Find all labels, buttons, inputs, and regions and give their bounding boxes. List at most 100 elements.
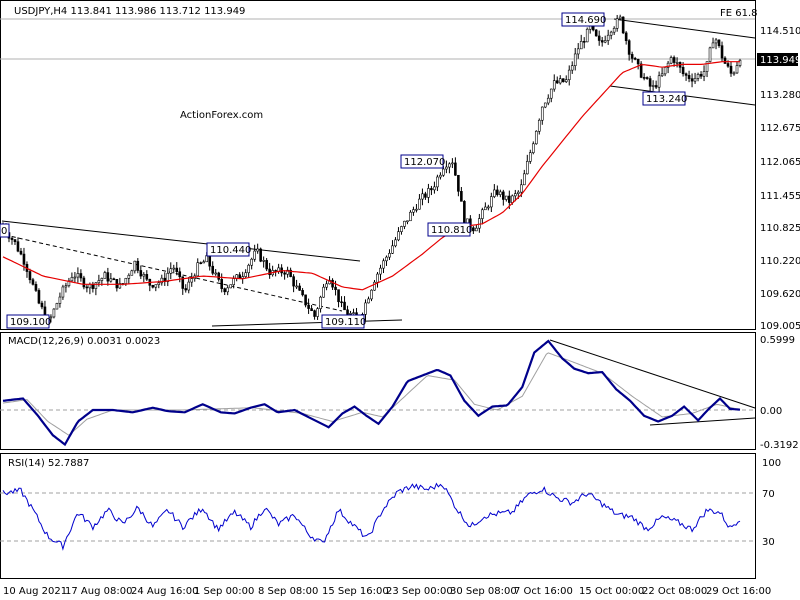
candle-body <box>493 189 496 197</box>
candle-body <box>229 284 232 289</box>
candle-body <box>439 174 442 178</box>
candle-body <box>91 283 95 289</box>
candle-body <box>214 272 218 275</box>
candle-body <box>433 186 436 191</box>
trendline-lower-left <box>211 319 403 327</box>
candle-body <box>636 58 640 65</box>
candle-body <box>687 75 691 79</box>
candle-body <box>427 188 430 198</box>
candle-body <box>451 162 454 165</box>
trendline-dashed-left <box>4 234 343 312</box>
candle-body <box>262 260 265 262</box>
time-tick: 15 Sep 16:00 <box>322 586 389 597</box>
moving-average-line <box>2 61 740 291</box>
price-tick: 109.005 <box>760 321 800 332</box>
trendline-macd-lower <box>649 417 756 426</box>
candle-body <box>172 267 176 270</box>
candle-body <box>514 193 517 197</box>
candle-body <box>130 270 134 276</box>
candle-body <box>669 57 673 64</box>
candle-body <box>373 281 376 291</box>
candle-body <box>732 72 736 75</box>
svg-text:114.690: 114.690 <box>565 15 606 26</box>
candle-body <box>10 237 14 240</box>
watermark: ActionForex.com <box>180 110 263 121</box>
label-109110: 109.110 <box>321 314 366 329</box>
candle-body <box>663 67 667 75</box>
candle-body <box>319 296 322 309</box>
candle-body <box>40 302 44 308</box>
candle-body <box>642 77 646 79</box>
candle-body <box>70 277 74 282</box>
candle-body <box>175 267 179 272</box>
candle-body <box>154 284 158 288</box>
time-tick: 8 Sep 08:00 <box>258 586 318 597</box>
candle-body <box>190 278 194 283</box>
candle-body <box>37 290 41 304</box>
candle-body <box>268 268 271 276</box>
candle-body <box>445 166 448 170</box>
candle-body <box>316 308 319 317</box>
candle-body <box>630 54 634 59</box>
candle-body <box>711 42 715 49</box>
candle-body <box>424 193 427 198</box>
time-tick: 29 Oct 16:00 <box>706 586 771 597</box>
candle-body <box>142 274 146 277</box>
candle-body <box>654 85 658 88</box>
rsi-axis: 100 70 30 <box>762 458 781 548</box>
candle-body <box>346 309 349 315</box>
trendline-upper-left <box>1 220 361 262</box>
candle-body <box>463 201 466 226</box>
candle-body <box>196 262 200 277</box>
candle-body <box>564 79 568 83</box>
candle-body <box>79 273 83 279</box>
candle-body <box>49 316 53 319</box>
candle-body <box>645 77 649 79</box>
candle-body <box>651 85 655 87</box>
candle-body <box>705 61 709 72</box>
candle-body <box>660 73 664 77</box>
candle-body <box>735 65 739 74</box>
candle-body <box>337 289 340 303</box>
candle-body <box>406 220 409 223</box>
candle-body <box>621 16 625 34</box>
candle-body <box>325 283 328 288</box>
time-tick: 15 Oct 00:00 <box>579 586 644 597</box>
candle-body <box>106 272 110 282</box>
current-price-value: 113.949 <box>760 55 800 66</box>
time-axis: 10 Aug 2021 17 Aug 08:00 24 Aug 16:00 1 … <box>3 586 771 597</box>
candle-body <box>490 196 493 208</box>
price-tick: 112.675 <box>760 123 800 134</box>
rsi-line <box>2 482 741 551</box>
candle-body <box>585 28 589 43</box>
candle-body <box>220 279 224 289</box>
candle-body <box>603 40 607 43</box>
candle-body <box>552 80 556 90</box>
candle-body <box>379 267 382 275</box>
candle-body <box>127 274 131 279</box>
candle-body <box>289 269 292 277</box>
candle-body <box>570 65 574 71</box>
macd-tick: 0.5999 <box>760 335 795 346</box>
svg-text:109.100: 109.100 <box>10 317 51 328</box>
macd-tick: -0.3192 <box>760 440 799 451</box>
candle-body <box>349 313 352 315</box>
candle-body <box>699 74 703 77</box>
candle-body <box>421 193 424 200</box>
candle-body <box>58 296 62 304</box>
time-tick: 22 Oct 08:00 <box>642 586 707 597</box>
candle-body <box>307 304 310 309</box>
candle-body <box>415 208 418 211</box>
candle-body <box>702 71 706 77</box>
svg-text:110.810: 110.810 <box>431 225 472 236</box>
candle-body <box>76 273 80 278</box>
candle-body <box>250 258 253 266</box>
current-price-marker <box>757 53 798 66</box>
candle-body <box>481 209 484 219</box>
candle-body <box>244 272 247 277</box>
candle-body <box>124 278 128 284</box>
candle-body <box>181 276 185 289</box>
candle-body <box>478 218 481 229</box>
candle-body <box>331 279 334 288</box>
